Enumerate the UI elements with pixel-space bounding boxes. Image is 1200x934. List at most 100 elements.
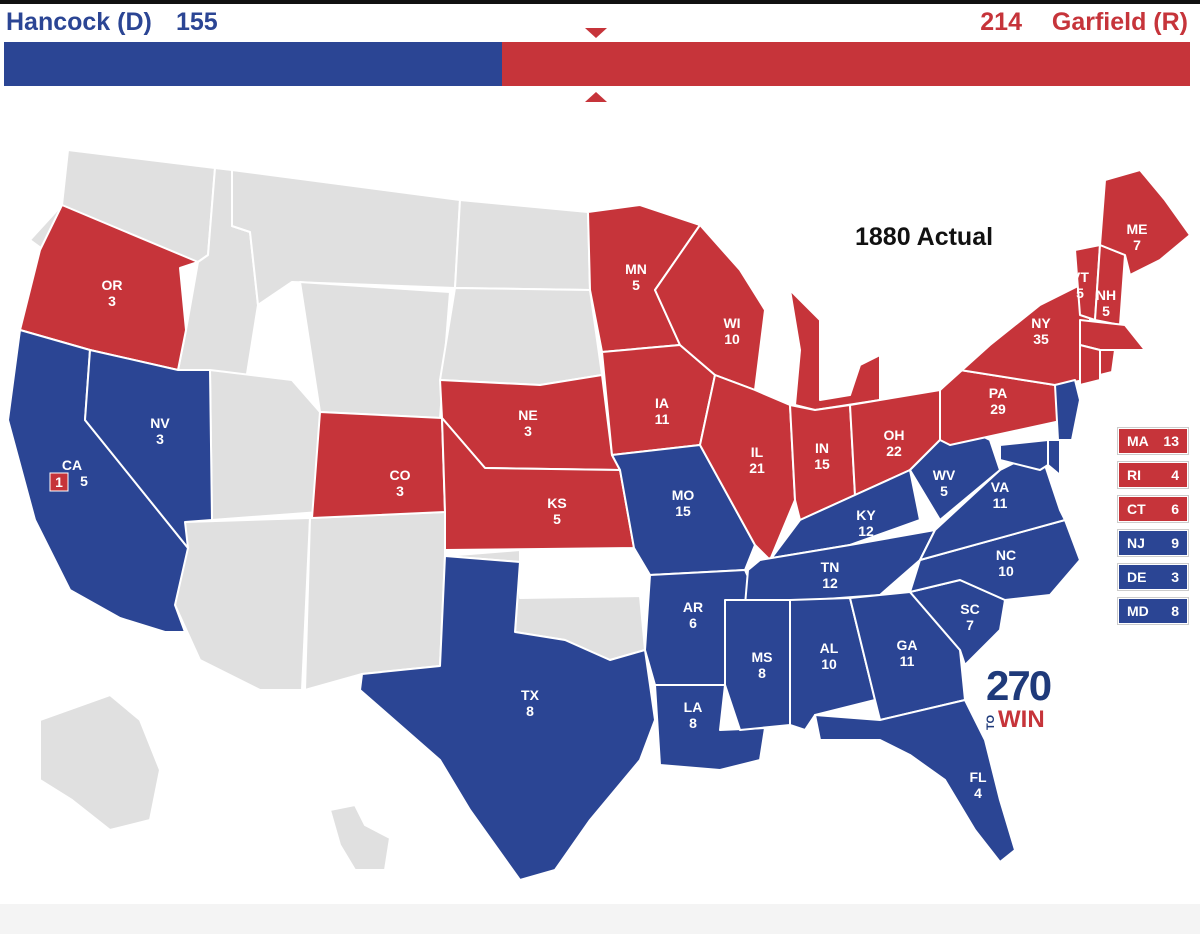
state-ev-oh: 22 (886, 443, 902, 459)
state-ev-nv: 3 (156, 431, 164, 447)
state-fl[interactable] (814, 699, 1016, 863)
wy-region (299, 281, 451, 419)
small-state-ev: 3 (1171, 569, 1179, 585)
state-ct[interactable] (1079, 344, 1101, 386)
state-ev-tn: 12 (822, 575, 838, 591)
logo-win: WIN (998, 706, 1045, 733)
state-label-la: LA (684, 699, 703, 715)
state-ev-me: 7 (1133, 237, 1141, 253)
state-ev-mo: 15 (675, 503, 691, 519)
state-co[interactable] (311, 411, 446, 519)
state-label-ny: NY (1031, 315, 1051, 331)
small-state-abbr: RI (1127, 467, 1141, 483)
state-label-mn: MN (625, 261, 647, 277)
state-ev-co: 3 (396, 483, 404, 499)
state-ev-ky: 12 (858, 523, 874, 539)
small-state-md[interactable]: MD 8 (1117, 597, 1189, 625)
threshold-marker-top-icon (585, 28, 607, 38)
state-nj[interactable] (1054, 379, 1081, 441)
state-ri[interactable] (1099, 349, 1116, 376)
republican-bar-segment (502, 42, 1190, 86)
nm-region (304, 511, 446, 691)
state-ev-va: 11 (993, 495, 1008, 511)
state-ev-mn: 5 (632, 277, 640, 293)
democrat-electoral-votes: 155 (176, 8, 218, 36)
state-nc[interactable] (909, 519, 1081, 601)
state-nh[interactable] (1094, 244, 1126, 326)
state-label-al: AL (820, 640, 839, 656)
small-state-abbr: DE (1127, 569, 1147, 585)
logo-number: 270 (986, 662, 1052, 709)
state-nv[interactable] (84, 349, 213, 549)
state-ev-in: 15 (814, 456, 830, 472)
state-ev-al: 10 (821, 656, 837, 672)
state-ev-ne: 3 (524, 423, 532, 439)
small-state-de[interactable]: DE 3 (1117, 563, 1189, 591)
state-ev-fl: 4 (974, 785, 982, 801)
state-mi[interactable] (789, 289, 881, 411)
state-ev-ny: 35 (1033, 331, 1049, 347)
map-title: 1880 Actual (855, 223, 993, 251)
state-il[interactable] (699, 374, 796, 561)
state-me[interactable] (1099, 169, 1191, 276)
state-ma[interactable] (1079, 319, 1146, 351)
state-label-wv: WV (933, 467, 956, 483)
small-state-ev: 4 (1171, 467, 1179, 483)
state-de[interactable] (1047, 439, 1061, 476)
small-state-ma[interactable]: MA 13 (1117, 427, 1189, 455)
nd-region (454, 199, 591, 291)
state-label-ca: CA (62, 457, 82, 473)
state-label-oh: OH (884, 427, 905, 443)
state-label-ar: AR (683, 599, 703, 615)
state-tx[interactable] (359, 555, 656, 881)
threshold-marker-bottom-icon (585, 92, 607, 102)
state-ev-wv: 5 (940, 483, 948, 499)
state-ev-sc: 7 (966, 617, 974, 633)
state-label-in: IN (815, 440, 829, 456)
state-label-or: OR (102, 277, 123, 293)
state-ev-tx: 8 (526, 703, 534, 719)
small-state-ev: 9 (1171, 535, 1179, 551)
state-label-sc: SC (960, 601, 979, 617)
democrat-bar-segment (4, 42, 503, 86)
state-ev-nh: 5 (1102, 303, 1110, 319)
state-label-tx: TX (521, 687, 540, 703)
republican-electoral-votes: 214 (980, 8, 1022, 36)
state-label-co: CO (390, 467, 411, 483)
split-vote-box-ca (49, 472, 69, 492)
top-border (0, 0, 1200, 4)
state-label-il: IL (751, 444, 764, 460)
small-state-ri[interactable]: RI 4 (1117, 461, 1189, 489)
small-state-ev: 13 (1163, 433, 1179, 449)
state-label-ga: GA (897, 637, 918, 653)
az-region (174, 517, 311, 691)
small-state-nj[interactable]: NJ 9 (1117, 529, 1189, 557)
state-ev-ms: 8 (758, 665, 766, 681)
state-la[interactable] (654, 684, 766, 771)
state-label-fl: FL (969, 769, 987, 785)
republican-candidate-name: Garfield (R) (1051, 8, 1188, 36)
state-ms[interactable] (724, 599, 791, 731)
state-tn[interactable] (744, 529, 936, 606)
small-state-ct[interactable]: CT 6 (1117, 495, 1189, 523)
state-ev-la: 8 (689, 715, 697, 731)
state-ev-vt: 5 (1076, 285, 1084, 301)
state-ev-ga: 11 (900, 653, 915, 669)
state-label-mi: MI (825, 329, 841, 345)
state-ev-nc: 10 (998, 563, 1014, 579)
state-label-nh: NH (1096, 287, 1116, 303)
state-label-mo: MO (672, 487, 695, 503)
state-md[interactable] (999, 439, 1049, 471)
state-label-pa: PA (989, 385, 1007, 401)
state-label-ia: IA (655, 395, 669, 411)
state-label-ne: NE (518, 407, 537, 423)
ut-region (209, 369, 321, 521)
state-ev-ca: 5 (80, 473, 88, 489)
ak-region (39, 694, 161, 831)
state-label-ks: KS (547, 495, 566, 511)
270towin-logo: 270 TO WIN (980, 660, 1070, 740)
us-map: OR3CA51NV3CO3NE3KS5TX8MN5IA11MO15AR6LA8W… (7, 149, 1191, 881)
electoral-vote-bar (4, 42, 1190, 86)
sd-region (439, 287, 603, 386)
